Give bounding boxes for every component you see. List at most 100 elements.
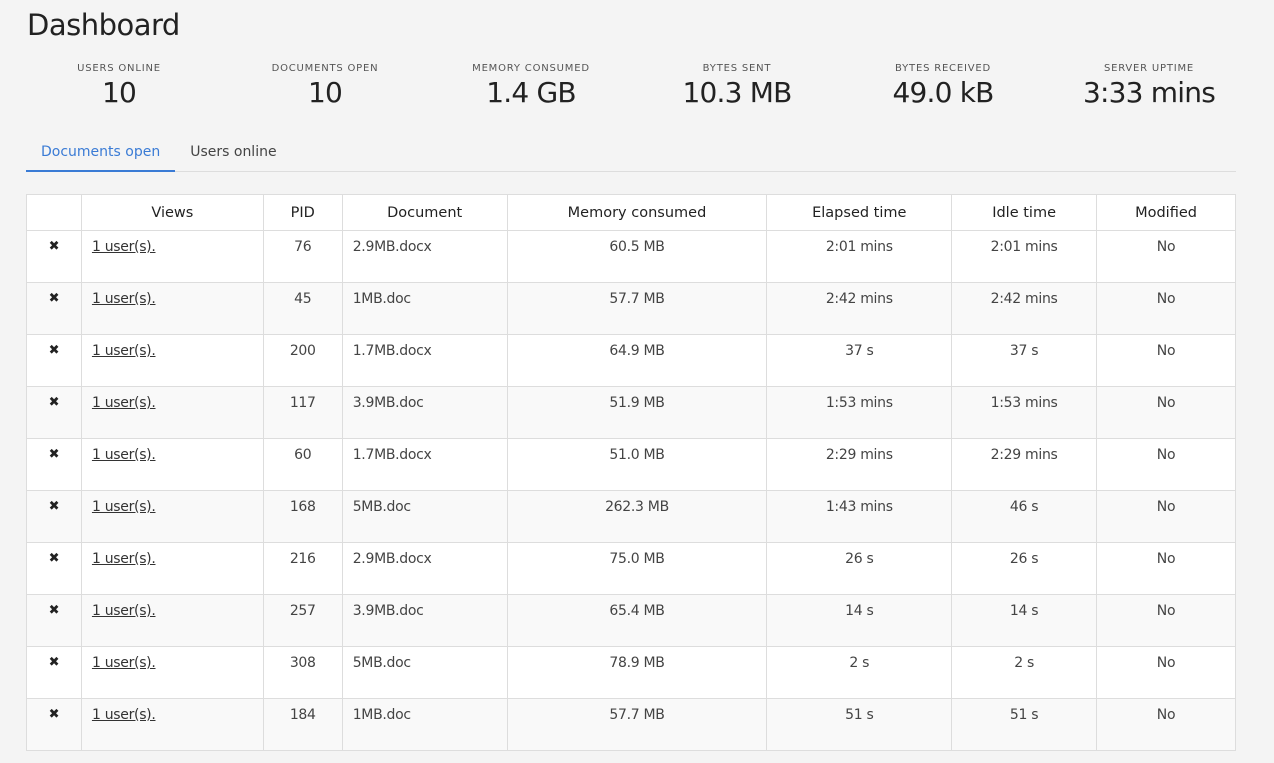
pid-cell: 257 [262,594,343,647]
views-link[interactable]: 1 user(s). [91,499,156,515]
views-link[interactable]: 1 user(s). [91,655,156,671]
document-cell: 1MB.doc [341,698,508,751]
document-cell: 1MB.doc [341,282,508,335]
close-icon[interactable]: ✖ [26,334,82,387]
pid-cell: 76 [262,230,343,283]
pid-cell: 216 [262,542,343,595]
table-header-row: Views PID Document Memory consumed Elaps… [26,194,1236,231]
table-row: ✖ 1 user(s). 117 3.9MB.doc 51.9 MB 1:53 mins 1… [26,386,1236,439]
elapsed-cell: 2 s [766,646,953,699]
table-row: ✖ 1 user(s). 60 1.7MB.docx 51.0 MB 2:29 mins 2… [26,438,1236,491]
documents-table: Views PID Document Memory consumed Elaps… [26,194,1236,751]
table-row: ✖ 1 user(s). 257 3.9MB.doc 65.4 MB 14 s 14 s No [26,594,1236,647]
views-link[interactable]: 1 user(s). [91,551,156,567]
close-icon[interactable]: ✖ [26,282,82,335]
memory-cell: 65.4 MB [506,594,768,647]
document-cell: 2.9MB.docx [341,542,508,595]
modified-cell: No [1096,698,1236,751]
pid-cell: 200 [262,334,343,387]
stat-label: DOCUMENTS OPEN [271,63,379,74]
elapsed-cell: 37 s [766,334,953,387]
pid-cell: 45 [262,282,343,335]
stat-bytes-sent: BYTES SENT 10.3 MB [634,63,840,109]
views-link[interactable]: 1 user(s). [91,603,156,619]
close-icon[interactable]: ✖ [26,594,82,647]
close-icon[interactable]: ✖ [26,542,82,595]
views-link[interactable]: 1 user(s). [91,707,156,723]
views-link[interactable]: 1 user(s). [91,291,156,307]
document-cell: 3.9MB.doc [341,594,508,647]
views-link[interactable]: 1 user(s). [91,239,156,255]
column-header-idle: Idle time [951,194,1098,231]
stat-value: 1.4 GB [486,76,576,109]
views-cell: 1 user(s). [80,230,264,283]
views-cell: 1 user(s). [80,542,264,595]
views-cell: 1 user(s). [80,282,264,335]
close-icon[interactable]: ✖ [26,646,82,699]
modified-cell: No [1096,490,1236,543]
elapsed-cell: 26 s [766,542,953,595]
close-icon[interactable]: ✖ [26,386,82,439]
views-link[interactable]: 1 user(s). [91,447,156,463]
document-cell: 5MB.doc [341,646,508,699]
memory-cell: 64.9 MB [506,334,768,387]
stat-label: SERVER UPTIME [1103,63,1195,74]
modified-cell: No [1096,542,1236,595]
views-link[interactable]: 1 user(s). [91,395,156,411]
column-header-pid: PID [262,194,343,231]
views-cell: 1 user(s). [80,438,264,491]
column-header-views: Views [80,194,264,231]
tab-bar: Documents open Users online [26,138,1236,172]
document-cell: 1.7MB.docx [341,438,508,491]
views-link[interactable]: 1 user(s). [91,343,156,359]
memory-cell: 78.9 MB [506,646,768,699]
tab-documents-open[interactable]: Documents open [26,138,176,172]
close-icon[interactable]: ✖ [26,230,82,283]
table-row: ✖ 1 user(s). 76 2.9MB.docx 60.5 MB 2:01 mins 2… [26,230,1236,283]
elapsed-cell: 1:53 mins [766,386,953,439]
views-cell: 1 user(s). [80,698,264,751]
elapsed-cell: 14 s [766,594,953,647]
memory-cell: 57.7 MB [506,282,768,335]
stat-users-online: USERS ONLINE 10 [16,63,222,109]
pid-cell: 308 [262,646,343,699]
memory-cell: 60.5 MB [506,230,768,283]
column-header-memory: Memory consumed [506,194,768,231]
column-header-elapsed: Elapsed time [766,194,953,231]
idle-cell: 26 s [951,542,1098,595]
modified-cell: No [1096,594,1236,647]
elapsed-cell: 2:29 mins [766,438,953,491]
modified-cell: No [1096,646,1236,699]
modified-cell: No [1096,282,1236,335]
stat-label: USERS ONLINE [77,63,161,74]
close-icon[interactable]: ✖ [26,490,82,543]
stat-documents-open: DOCUMENTS OPEN 10 [222,63,428,109]
views-cell: 1 user(s). [80,386,264,439]
pid-cell: 168 [262,490,343,543]
elapsed-cell: 2:42 mins [766,282,953,335]
idle-cell: 37 s [951,334,1098,387]
stat-label: BYTES RECEIVED [895,63,991,74]
tab-users-online[interactable]: Users online [190,144,277,160]
modified-cell: No [1096,438,1236,491]
idle-cell: 2 s [951,646,1098,699]
document-cell: 1.7MB.docx [341,334,508,387]
elapsed-cell: 2:01 mins [766,230,953,283]
stat-bytes-received: BYTES RECEIVED 49.0 kB [840,63,1046,109]
pid-cell: 60 [262,438,343,491]
page-title: Dashboard [27,8,180,42]
stat-label: MEMORY CONSUMED [472,63,590,74]
table-row: ✖ 1 user(s). 45 1MB.doc 57.7 MB 2:42 mins 2:42… [26,282,1236,335]
close-icon[interactable]: ✖ [26,438,82,491]
table-row: ✖ 1 user(s). 168 5MB.doc 262.3 MB 1:43 mins 46… [26,490,1236,543]
close-icon[interactable]: ✖ [26,698,82,751]
views-cell: 1 user(s). [80,490,264,543]
idle-cell: 1:53 mins [951,386,1098,439]
idle-cell: 2:29 mins [951,438,1098,491]
modified-cell: No [1096,230,1236,283]
stat-label: BYTES SENT [702,63,772,74]
stat-server-uptime: SERVER UPTIME 3:33 mins [1046,63,1252,109]
